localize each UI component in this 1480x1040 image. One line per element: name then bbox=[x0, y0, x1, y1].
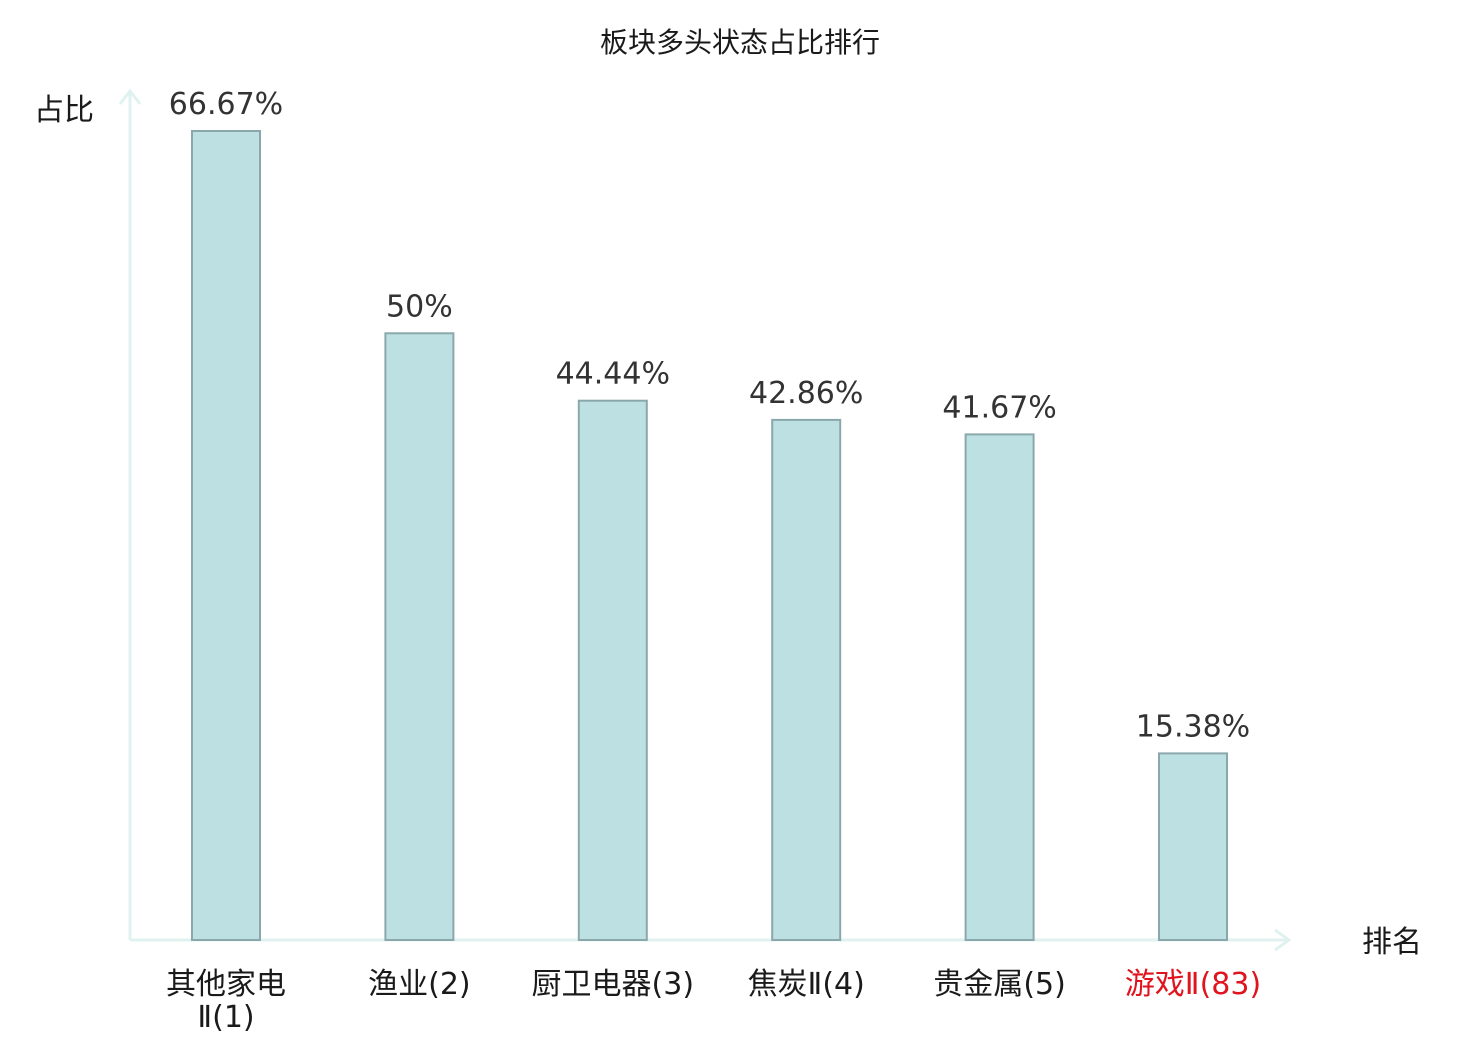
tick-label-4-line-1: 焦炭Ⅱ(4) bbox=[748, 967, 865, 1002]
bar-1 bbox=[191, 130, 261, 941]
chart-title: 板块多头状态占比排行 bbox=[600, 26, 880, 59]
x-axis-arrow bbox=[1274, 928, 1292, 952]
tick-label-3-line-1: 厨卫电器(3) bbox=[532, 967, 695, 1002]
tick-label-6-line-1: 游戏Ⅱ(83) bbox=[1125, 967, 1261, 1002]
value-label-1: 66.67% bbox=[169, 87, 283, 122]
value-labels-group: 66.67% 50% 44.44% 42.86% 41.67% 15.38% bbox=[169, 87, 1250, 744]
bar-3 bbox=[577, 399, 648, 941]
bar-5 bbox=[964, 433, 1035, 941]
category-label-2: 渔业(2) bbox=[368, 967, 471, 1002]
x-axis-label: 排名 bbox=[1362, 925, 1422, 960]
category-label-5: 贵金属(5) bbox=[933, 967, 1066, 1002]
category-label-3: 厨卫电器(3) bbox=[532, 967, 695, 1002]
value-label-3: 44.44% bbox=[556, 357, 670, 392]
value-label-2: 50% bbox=[386, 289, 453, 324]
bars-group bbox=[191, 130, 1228, 942]
value-label-4: 42.86% bbox=[749, 376, 863, 411]
y-axis-label: 占比 bbox=[34, 93, 94, 128]
category-label-4: 焦炭Ⅱ(4) bbox=[748, 967, 865, 1002]
category-label-6: 游戏Ⅱ(83) bbox=[1125, 967, 1261, 1002]
bar-4 bbox=[771, 418, 842, 941]
y-axis-arrow bbox=[118, 88, 142, 105]
bar-6 bbox=[1158, 752, 1228, 942]
value-label-5: 41.67% bbox=[942, 390, 1056, 425]
tick-label-2-line-1: 渔业(2) bbox=[368, 967, 471, 1002]
tick-label-1-line-1: 其他家电 bbox=[166, 967, 286, 1002]
bar-2 bbox=[384, 332, 455, 941]
tick-label-5-line-1: 贵金属(5) bbox=[933, 967, 1066, 1002]
axes bbox=[118, 88, 1292, 952]
tick-label-1-line-2: Ⅱ(1) bbox=[197, 1000, 254, 1035]
value-label-6: 15.38% bbox=[1136, 709, 1250, 744]
